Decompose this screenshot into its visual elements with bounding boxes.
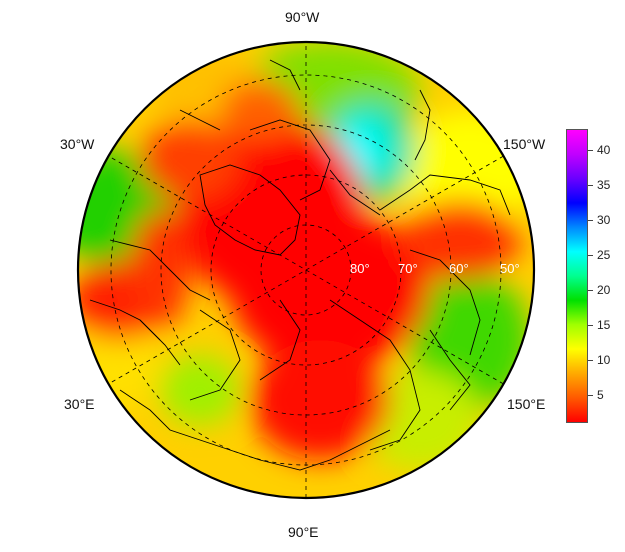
lon-label-150e: 150°E (507, 396, 546, 412)
colorbar-tick-label: 15 (597, 318, 611, 332)
graticule (97, 42, 515, 498)
colorbar-tick-mark (588, 290, 593, 291)
lat-label-50: 50° (500, 261, 520, 276)
colorbar-tick-mark (588, 255, 593, 256)
colorbar-tick-mark (588, 395, 593, 396)
colorbar-tick-label: 5 (597, 388, 604, 402)
lon-label-150w: 150°W (503, 136, 546, 152)
lon-label-30e: 30°E (64, 396, 95, 412)
colorbar-tick-label: 25 (597, 248, 611, 262)
lat-label-70: 70° (398, 261, 418, 276)
colorbar-tick-label: 35 (597, 178, 611, 192)
colorbar-tick-mark (588, 220, 593, 221)
colorbar-tick-label: 30 (597, 213, 611, 227)
colorbar-tick-mark (588, 325, 593, 326)
colorbar (566, 129, 588, 423)
colorbar-tick-mark (588, 185, 593, 186)
colorbar-tick-mark (588, 360, 593, 361)
lon-label-90e: 90°E (288, 524, 319, 540)
lon-label-90w: 90°W (285, 9, 320, 25)
lon-label-30w: 30°W (60, 136, 95, 152)
lat-label-60: 60° (449, 261, 469, 276)
colorbar-tick-label: 10 (597, 353, 611, 367)
lat-label-80: 80° (350, 261, 370, 276)
map-border (76, 40, 536, 500)
colorbar-tick-mark (588, 150, 593, 151)
colorbar-tick-label: 20 (597, 283, 611, 297)
colorbar-tick-label: 40 (597, 143, 611, 157)
